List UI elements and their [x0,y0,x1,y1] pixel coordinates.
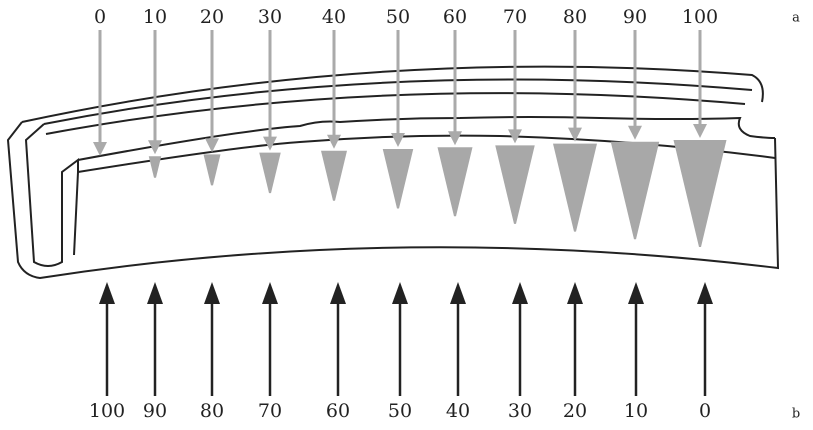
bottom-label: 90 [143,400,167,422]
wedge [673,140,727,247]
top-label: 0 [94,6,106,28]
wedge [203,154,221,186]
top-label: 20 [200,6,224,28]
top-label: 10 [143,6,167,28]
top-label: 30 [258,6,282,28]
bottom-label: 50 [388,400,412,422]
bottom-label: 60 [326,400,350,422]
top-label: 90 [623,6,647,28]
black-arrow-head [147,282,163,304]
top-label: 70 [503,6,527,28]
black-arrow-head [697,282,713,304]
gray-arrow-head [327,134,341,149]
gray-arrow-head [693,124,707,138]
black-arrow-head [450,282,466,304]
wedge [553,143,597,232]
tube-outer [6,121,780,280]
black-arrow-head [512,282,528,304]
black-arrow-head [392,282,408,304]
tube-hook [24,123,79,267]
bottom-label: 10 [624,400,648,422]
gray-arrow-head [448,131,462,146]
black-arrow-head [262,282,278,304]
bottom-label: 0 [699,400,711,422]
bottom-label: 20 [563,400,587,422]
panel-label: b [792,407,800,422]
black-arrow-head [567,282,583,304]
gray-arrow-head [263,136,277,151]
top-label: 50 [386,6,410,28]
panel-label: a [792,11,800,26]
wedge [321,150,347,201]
bottom-label: 70 [258,400,282,422]
wedge [382,149,414,209]
bottom-label: 80 [200,400,224,422]
gray-arrow-head [508,129,522,144]
tube-layer [43,78,753,125]
gray-arrow-head [628,125,642,140]
gray-arrow-head [391,133,405,147]
tube-inner-top [77,116,776,161]
bottom-label: 100 [89,400,125,422]
black-arrow-head [628,282,644,304]
wedge [437,147,473,217]
tube-layer [45,92,746,135]
gray-arrow-head [148,140,162,155]
wedge [148,156,162,178]
black-arrow-head [330,282,346,304]
wedge [495,145,535,224]
bottom-label: 30 [508,400,532,422]
black-arrow-head [204,282,220,304]
top-label: 40 [322,6,346,28]
bottom-label: 40 [446,400,470,422]
gray-arrow-head [93,142,107,156]
top-label: 100 [682,6,718,28]
top-label: 60 [443,6,467,28]
tube-outline [21,65,764,123]
black-arrow-head [99,282,115,304]
gray-arrow-head [568,127,582,142]
wedge [610,141,660,240]
wedge [259,152,281,194]
top-label: 80 [563,6,587,28]
gray-arrow-head [205,138,219,153]
tube [6,65,780,280]
